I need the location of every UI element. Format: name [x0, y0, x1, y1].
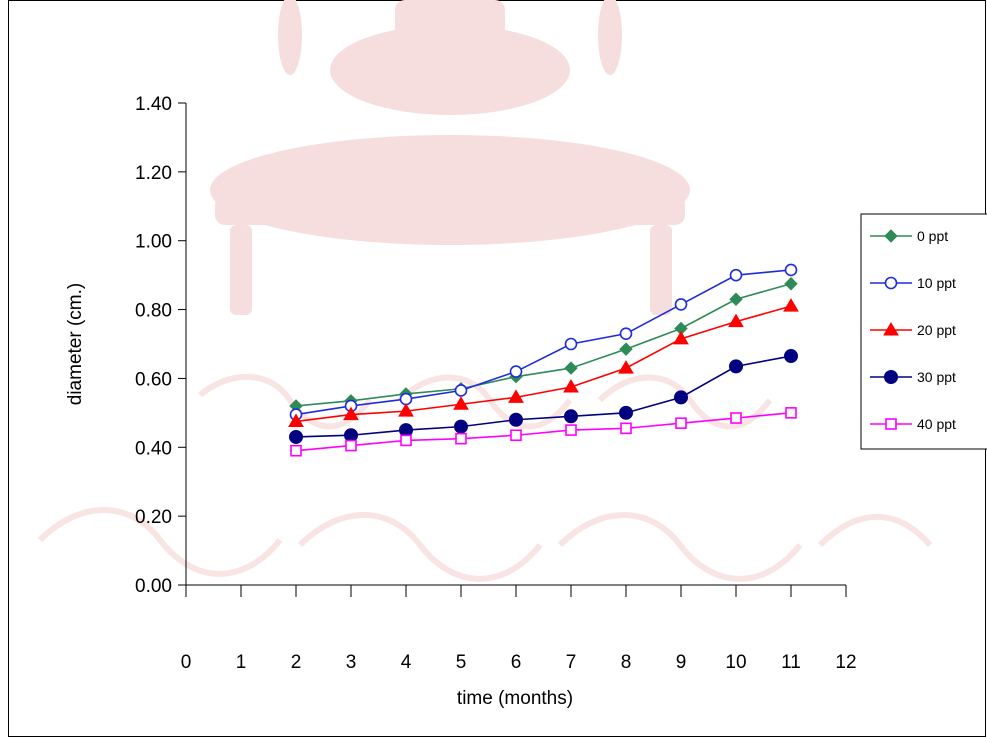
legend-entry: 40 ppt: [870, 416, 956, 432]
data-point: [509, 412, 523, 427]
legend-swatch-marker: [884, 276, 898, 290]
legend-swatch-marker: [884, 229, 898, 243]
data-point: [783, 298, 799, 312]
x-tick-label: 4: [401, 652, 412, 673]
data-point: [728, 313, 744, 328]
legend-swatch-marker: [885, 418, 897, 430]
legend: 0 ppt 10 ppt 20 ppt 30 ppt 40 ppt: [860, 213, 987, 450]
series-group: [288, 263, 799, 457]
series-40-ppt: [290, 407, 797, 457]
data-point: [620, 422, 632, 435]
x-tick-label: 11: [781, 652, 801, 673]
legend-label: 0 ppt: [917, 228, 948, 244]
series-10-ppt: [289, 263, 798, 421]
chart-frame: [8, 0, 986, 737]
x-tick-label: 9: [676, 652, 687, 673]
y-tick-label: 0.20: [135, 507, 172, 528]
x-tick-label: 7: [566, 652, 577, 673]
legend-entry: 30 ppt: [870, 369, 956, 385]
x-tick-label: 8: [621, 652, 632, 673]
data-point: [288, 413, 304, 427]
y-tick-label: 0.00: [135, 576, 172, 597]
data-point: [619, 342, 633, 356]
y-tick-label: 1.20: [135, 163, 172, 184]
y-tick-label: 0.80: [135, 301, 172, 322]
data-point: [345, 439, 357, 452]
y-tick-label: 1.40: [135, 94, 172, 115]
x-tick-label: 1: [236, 652, 247, 673]
y-tick-label: 0.40: [135, 438, 172, 459]
data-point: [564, 409, 578, 424]
axes: [185, 103, 846, 586]
data-point: [564, 361, 578, 375]
data-point: [453, 396, 469, 410]
data-point: [343, 406, 359, 421]
y-axis-title: diameter (cm.): [65, 283, 86, 405]
x-tick-label: 12: [835, 652, 856, 673]
legend-label: 30 ppt: [917, 369, 956, 385]
series-line: [295, 355, 792, 438]
data-point: [289, 429, 303, 444]
y-tick-label: 0.60: [135, 369, 172, 390]
legend-label: 10 ppt: [917, 275, 956, 291]
x-tick-label: 6: [511, 652, 522, 673]
data-point: [400, 434, 412, 447]
series-20-ppt: [288, 298, 799, 427]
data-point: [729, 359, 743, 374]
series-line: [295, 282, 792, 407]
data-point: [729, 292, 743, 306]
data-point: [508, 389, 524, 403]
x-axis-title: time (months): [457, 688, 573, 709]
series-line: [295, 412, 792, 452]
legend-swatch-marker: [883, 322, 899, 336]
data-point: [674, 298, 688, 311]
data-point: [673, 330, 689, 345]
data-point: [509, 365, 523, 378]
legend-entry: 0 ppt: [870, 228, 948, 244]
x-axis-ticks: 0 1 2 3 4 5 6 7 8 9 10 11 12: [181, 585, 857, 673]
data-point: [730, 412, 742, 424]
series-line: [295, 305, 792, 423]
x-tick-label: 3: [346, 652, 357, 673]
data-point: [619, 405, 633, 420]
legend-entry: 10 ppt: [870, 275, 956, 291]
x-tick-label: 5: [456, 652, 467, 673]
data-point: [563, 379, 579, 393]
legend-swatch-marker: [884, 370, 898, 384]
series-line: [295, 269, 792, 416]
x-tick-label: 2: [291, 652, 302, 673]
data-point: [510, 429, 522, 442]
legend-label: 20 ppt: [917, 322, 956, 338]
data-point: [399, 392, 413, 406]
data-point: [785, 407, 797, 419]
legend-entry: 20 ppt: [870, 322, 956, 338]
x-tick-label: 0: [181, 652, 192, 673]
legend-box: [860, 213, 987, 450]
data-point: [290, 444, 302, 457]
data-point: [398, 403, 414, 417]
data-point: [675, 417, 687, 429]
data-point: [454, 384, 468, 397]
data-point: [618, 360, 634, 374]
legend-label: 40 ppt: [917, 416, 956, 432]
series-30-ppt: [289, 349, 798, 444]
x-tick-label: 10: [725, 652, 746, 673]
data-point: [455, 432, 467, 445]
data-point: [564, 337, 578, 351]
data-point: [674, 390, 688, 405]
y-tick-label: 1.00: [135, 232, 172, 253]
data-point: [454, 419, 468, 434]
data-point: [784, 277, 798, 291]
data-point: [784, 349, 798, 364]
data-point: [565, 424, 577, 436]
data-point: [619, 327, 633, 340]
data-point: [784, 263, 798, 277]
data-point: [729, 268, 743, 282]
y-axis-ticks: 0.00 0.20 0.40 0.60 0.80 1.00 1.20 1.40: [135, 94, 186, 597]
